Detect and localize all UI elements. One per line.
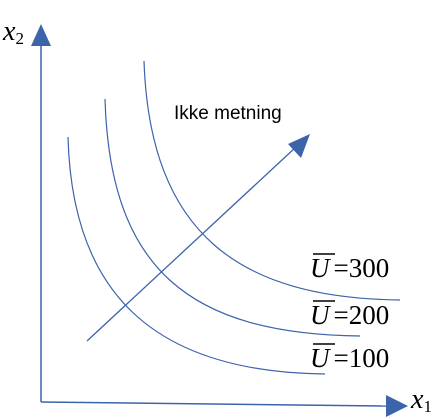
- indifference-curve-300: [143, 60, 401, 301]
- utility-value: 200: [349, 300, 390, 330]
- indifference-curves: [67, 60, 401, 375]
- utility-symbol: U: [310, 253, 331, 283]
- equals-sign: =: [334, 253, 349, 283]
- x-axis-label: x1: [410, 384, 432, 416]
- x-axis-arrowhead: [386, 395, 408, 417]
- utility-value: 100: [349, 343, 390, 373]
- utility-symbol: U: [310, 300, 331, 330]
- equals-sign: =: [334, 343, 349, 373]
- x-axis: [40, 401, 387, 407]
- y-axis-arrowhead: [31, 24, 51, 46]
- curve-label-300-text: U =300: [310, 253, 389, 283]
- arrow-head: [288, 134, 310, 158]
- curve-label-200-text: U =200: [310, 300, 389, 330]
- x-axis-label-base: x: [410, 384, 424, 415]
- indifference-curve-200: [104, 98, 361, 337]
- utility-symbol: U: [310, 343, 331, 373]
- non-satiation-arrow: [86, 134, 310, 342]
- curve-label-100: U =100: [310, 343, 389, 373]
- curve-label-100-text: U =100: [310, 343, 389, 373]
- y-axis-label: x2: [2, 16, 24, 48]
- y-axis-label-sub: 2: [15, 29, 24, 48]
- indifference-curve-100: [67, 136, 326, 375]
- equals-sign: =: [334, 300, 349, 330]
- utility-value: 300: [349, 253, 390, 283]
- axes: [31, 24, 408, 417]
- curve-label-300: U =300: [310, 253, 389, 283]
- y-axis-label-base: x: [2, 16, 16, 47]
- curve-label-200: U =200: [310, 300, 389, 330]
- arrow-shaft: [86, 146, 297, 342]
- arrow-label: Ikke metning: [174, 103, 282, 124]
- x-axis-label-sub: 1: [423, 397, 432, 416]
